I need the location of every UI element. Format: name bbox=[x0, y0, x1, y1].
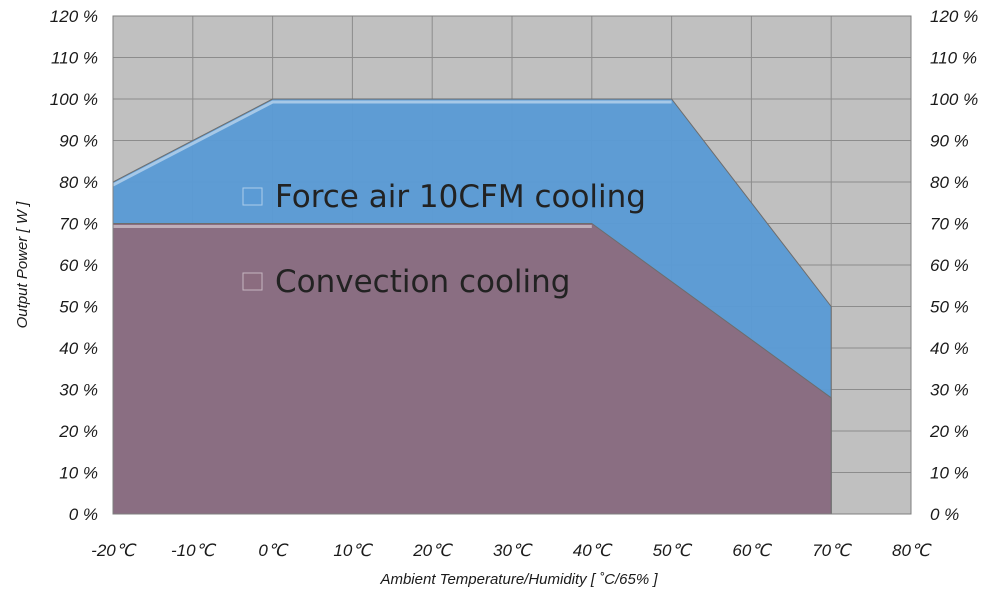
x-tick-label: 50℃ bbox=[653, 541, 693, 560]
x-tick-label: 70℃ bbox=[812, 541, 852, 560]
y-tick-label: 30 % bbox=[59, 381, 98, 400]
y-tick-label: 60 % bbox=[59, 256, 98, 275]
legend: Force air 10CFM cooling Convection coolin… bbox=[242, 179, 646, 300]
legend-label: Convection cooling bbox=[275, 264, 570, 300]
x-tick-label: 60℃ bbox=[732, 541, 772, 560]
y-tick-label: 80 % bbox=[59, 173, 98, 192]
y-tick-label: 110 % bbox=[51, 49, 98, 68]
y-tick-label: 10 % bbox=[59, 464, 98, 483]
y-tick-label-right: 70 % bbox=[930, 215, 969, 234]
y-tick-label: 50 % bbox=[59, 298, 98, 317]
y-tick-label: 0 % bbox=[69, 505, 98, 524]
x-tick-label: 20℃ bbox=[412, 541, 453, 560]
x-tick-label: 80℃ bbox=[892, 541, 932, 560]
x-tick-label: 0℃ bbox=[258, 541, 288, 560]
y-tick-label-right: 20 % bbox=[929, 422, 969, 441]
y-tick-label-right: 40 % bbox=[930, 339, 969, 358]
series-areas bbox=[112, 98, 832, 515]
x-tick-label: -10℃ bbox=[171, 541, 217, 560]
area-highlight-1 bbox=[112, 100, 672, 187]
y-tick-label: 70 % bbox=[59, 215, 98, 234]
y-tick-label-right: 60 % bbox=[930, 256, 969, 275]
y-tick-label-right: 80 % bbox=[930, 173, 969, 192]
y-tick-label-right: 90 % bbox=[930, 132, 969, 151]
y-tick-label: 90 % bbox=[59, 132, 98, 151]
y-tick-label: 100 % bbox=[50, 90, 98, 109]
x-tick-label: 40℃ bbox=[573, 541, 613, 560]
x-tick-label: 30℃ bbox=[493, 541, 533, 560]
plot-frame bbox=[112, 15, 912, 515]
y-axis-label: Output Power [ W ] bbox=[14, 201, 31, 329]
y-tick-label: 120 % bbox=[50, 7, 98, 26]
y-tick-label-right: 10 % bbox=[930, 464, 969, 483]
legend-swatch bbox=[242, 272, 263, 291]
y-tick-label: 40 % bbox=[59, 339, 98, 358]
y-tick-label-right: 100 % bbox=[930, 90, 978, 109]
x-axis-label: Ambient Temperature/Humidity [ ˚C/65% ] bbox=[379, 571, 658, 588]
x-tick-label: -20℃ bbox=[91, 541, 137, 560]
legend-swatch bbox=[242, 187, 263, 206]
y-tick-label-right: 110 % bbox=[930, 49, 977, 68]
y-tick-label-right: 50 % bbox=[930, 298, 969, 317]
y-axis-left: 0 % 10 % 20 % 30 % 40 % 50 % 60 % 70 % 80 % 90 % 1… bbox=[50, 7, 98, 524]
x-axis: -20℃ -10℃ 0℃ 10℃ 20℃ 30℃ 40℃ 50℃ 60℃ 70℃ 80℃ bbox=[91, 541, 932, 560]
y-tick-label-right: 30 % bbox=[930, 381, 969, 400]
y-tick-label-right: 0 % bbox=[930, 505, 959, 524]
y-tick-label: 20 % bbox=[58, 422, 98, 441]
legend-label: Force air 10CFM cooling bbox=[275, 179, 646, 215]
y-tick-label-right: 120 % bbox=[930, 7, 978, 26]
x-tick-label: 10℃ bbox=[333, 541, 373, 560]
y-axis-right: 0 % 10 % 20 % 30 % 40 % 50 % 60 % 70 % 80 % 90 % 1… bbox=[929, 7, 978, 524]
